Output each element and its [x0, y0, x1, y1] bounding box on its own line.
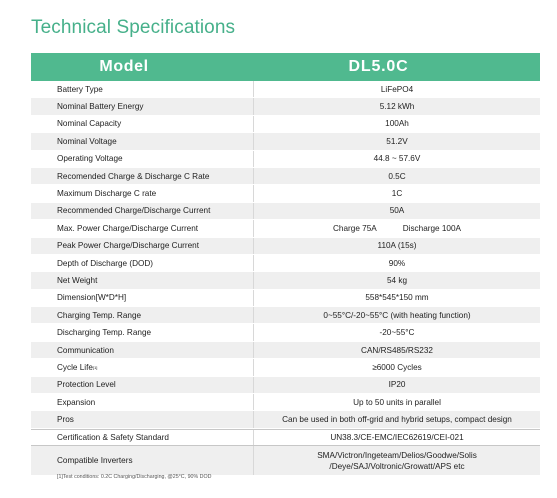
table-row: Communication CAN/RS485/RS232 [31, 341, 540, 360]
row-value: Can be used in both off-grid and hybrid … [282, 415, 512, 425]
row-value: IP20 [388, 380, 406, 390]
compatible-inverters-line-2: /Deye/SAJ/Voltronic/Growatt/APS etc [329, 461, 465, 471]
row-value: -20~55°C [379, 328, 415, 338]
table-row: Operating Voltage 44.8 ~ 57.6V [31, 150, 540, 168]
row-value: 0.5C [388, 171, 406, 181]
table-row: Dimension[W*D*H] 558*545*150 mm [31, 289, 540, 308]
table-row: Expansion Up to 50 units in parallel [31, 394, 540, 412]
table-row: Maximum Discharge C rate 1C [31, 185, 540, 203]
table-row: Compatible Inverters SMA/Victron/Ingetea… [31, 446, 540, 477]
row-label: Certification & Safety Standard [31, 429, 254, 446]
row-label: Discharging Temp. Range [31, 324, 254, 341]
row-label: Nominal Battery Energy [31, 98, 254, 115]
table-row: Nominal Capacity 100Ah [31, 115, 540, 134]
row-label: Dimension[W*D*H] [31, 289, 254, 307]
table-row: Certification & Safety Standard UN38.3/C… [31, 428, 540, 447]
row-value: 54 kg [386, 275, 408, 285]
row-label: Depth of Discharge (DOD) [31, 254, 254, 272]
row-value: CAN/RS485/RS232 [361, 345, 433, 355]
table-row: Peak Power Charge/Discharge Current 110A… [31, 237, 540, 255]
page-title: Technical Specifications [31, 17, 236, 38]
row-label: Protection Level [31, 376, 254, 394]
row-value: UN38.3/CE-EMC/IEC62619/CEI-021 [330, 433, 464, 442]
row-value: 100Ah [385, 119, 409, 129]
table-row: Protection Level IP20 [31, 376, 540, 395]
header-model-label: Model [99, 58, 149, 75]
row-label: Peak Power Charge/Discharge Current [31, 237, 254, 254]
row-label: Compatible Inverters [31, 446, 254, 476]
spec-table: Model DL5.0C Battery Type LiFePO4 Nomina… [31, 53, 540, 477]
table-row: Pros Can be used in both off-grid and hy… [31, 411, 540, 429]
row-value: 44.8 ~ 57.6V [373, 154, 421, 164]
table-row: Net Weight 54 kg [31, 272, 540, 290]
table-row: Nominal Battery Energy 5.12 kWh [31, 98, 540, 116]
table-row: Battery Type LiFePO4 [31, 81, 540, 99]
row-label: Max. Power Charge/Discharge Current [31, 220, 254, 237]
row-label: Operating Voltage [31, 150, 254, 167]
compatible-inverters-line-1: SMA/Victron/Ingeteam/Delios/Goodwe/Solis [317, 450, 477, 460]
table-row: Recomended Charge & Discharge C Rate 0.5… [31, 167, 540, 186]
row-value: SMA/Victron/Ingeteam/Delios/Goodwe/Solis… [254, 446, 540, 475]
table-row: Charging Temp. Range 0~55°C/-20~55°C (wi… [31, 307, 540, 325]
row-value: 90% [388, 258, 406, 268]
row-label: Communication [31, 341, 254, 359]
row-label: Cycle Life [1] [31, 359, 254, 376]
row-value: 5.12 kWh [379, 102, 415, 112]
row-value: 0~55°C/-20~55°C (with heating function) [323, 310, 471, 320]
row-value: 51.2V [386, 136, 408, 146]
row-value: LiFePO4 [380, 84, 414, 94]
row-label: Recommended Charge/Discharge Current [31, 202, 254, 220]
table-row: Recommended Charge/Discharge Current 50A [31, 202, 540, 221]
row-value: Up to 50 units in parallel [353, 397, 441, 407]
discharge-current-value: Discharge 100A [402, 223, 461, 233]
table-row: Max. Power Charge/Discharge Current Char… [31, 220, 540, 238]
row-label: Net Weight [31, 272, 254, 289]
row-label: Battery Type [31, 81, 254, 98]
row-value: 110A (15s) [377, 241, 417, 251]
table-row: Nominal Voltage 51.2V [31, 133, 540, 151]
row-value: Charge 75A Discharge 100A [254, 220, 540, 236]
row-label: Nominal Capacity [31, 115, 254, 133]
row-label: Pros [31, 411, 254, 428]
row-label: Expansion [31, 394, 254, 411]
table-row: Discharging Temp. Range -20~55°C [31, 324, 540, 342]
row-value: 1C [391, 189, 403, 199]
row-value: 50A [389, 206, 405, 216]
row-value: 558*545*150 mm [365, 293, 429, 303]
row-label: Maximum Discharge C rate [31, 185, 254, 202]
row-value: ≥6000 Cycles [372, 362, 422, 372]
footnote-marker: [1] [92, 364, 98, 370]
table-row: Depth of Discharge (DOD) 90% [31, 254, 540, 273]
cycle-life-label: Cycle Life [57, 362, 93, 372]
table-header: Model DL5.0C [31, 53, 540, 81]
table-row: Cycle Life [1] ≥6000 Cycles [31, 359, 540, 377]
row-label: Charging Temp. Range [31, 307, 254, 324]
footnote: [1]Test conditions: 0.2C Charging/Discha… [57, 474, 212, 480]
header-model-value: DL5.0C [348, 58, 409, 75]
row-label: Nominal Voltage [31, 133, 254, 150]
row-label: Recomended Charge & Discharge C Rate [31, 167, 254, 185]
charge-current-value: Charge 75A [333, 223, 377, 233]
